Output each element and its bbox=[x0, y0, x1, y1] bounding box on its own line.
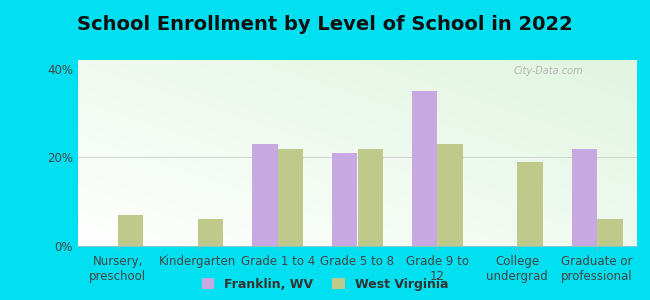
Text: School Enrollment by Level of School in 2022: School Enrollment by Level of School in … bbox=[77, 15, 573, 34]
Bar bbox=[597, 219, 623, 246]
Legend: Franklin, WV, West Virginia: Franklin, WV, West Virginia bbox=[202, 278, 448, 291]
Bar bbox=[571, 148, 597, 246]
Text: City-Data.com: City-Data.com bbox=[514, 66, 584, 76]
Bar bbox=[412, 91, 437, 246]
Bar bbox=[252, 144, 278, 246]
Bar bbox=[278, 148, 303, 246]
Bar bbox=[517, 162, 543, 246]
Bar bbox=[358, 148, 383, 246]
Bar bbox=[198, 219, 224, 246]
Bar bbox=[437, 144, 463, 246]
Bar bbox=[118, 215, 144, 246]
Bar bbox=[332, 153, 358, 246]
